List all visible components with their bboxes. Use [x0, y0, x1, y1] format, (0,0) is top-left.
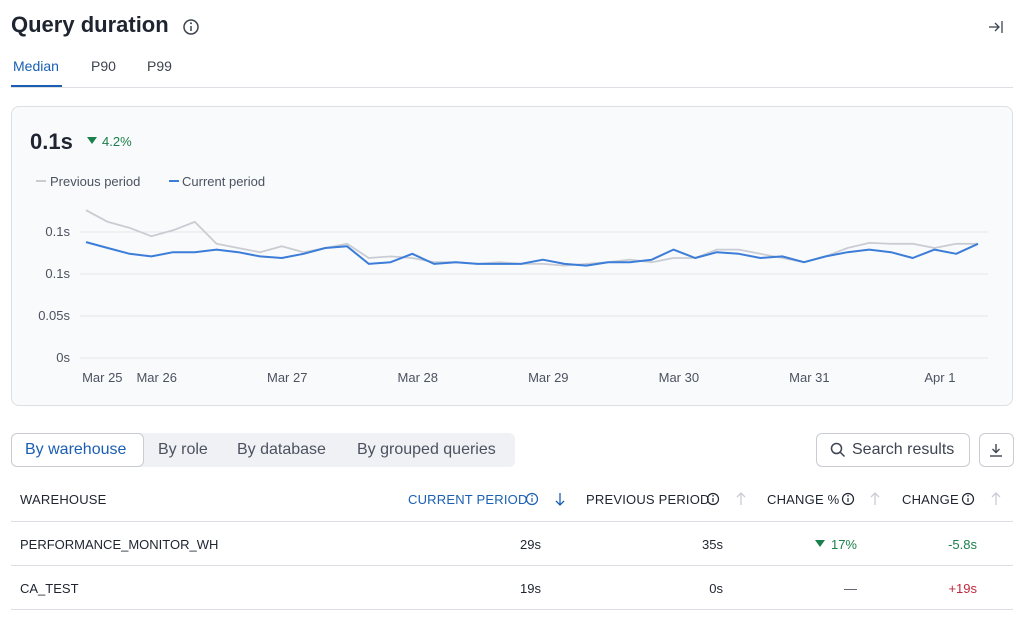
x-tick-label: Apr 1: [924, 370, 955, 385]
info-icon[interactable]: [182, 18, 200, 36]
x-tick-label: Mar 25: [82, 370, 122, 385]
tab[interactable]: Median: [13, 58, 59, 74]
row-divider: [11, 565, 1013, 566]
cell: —: [844, 581, 857, 596]
sort-icons: [961, 492, 1001, 506]
row-divider: [11, 609, 1013, 610]
tab-underline: [11, 85, 62, 87]
summary-value: 0.1s: [30, 129, 73, 154]
x-tick-label: Mar 30: [659, 370, 699, 385]
cell: PERFORMANCE_MONITOR_WH: [20, 537, 219, 552]
x-tick-label: Mar 28: [398, 370, 438, 385]
cell: CA_TEST: [20, 581, 79, 596]
y-tick-label: 0.1s: [45, 224, 70, 239]
x-tick-label: Mar 31: [789, 370, 829, 385]
y-tick-label: 0.05s: [38, 308, 70, 323]
chart: 0s 0.05s 0.1s 0.1s Mar 25 Mar 26 Mar 27 Mar 28 M…: [38, 209, 988, 385]
collapse-icon[interactable]: [986, 18, 1006, 36]
tab-divider: [11, 87, 1013, 88]
page-title: Query duration: [11, 12, 169, 37]
cell: 19s: [520, 581, 541, 596]
cell: 35s: [702, 537, 723, 552]
summary-change: 4.2%: [102, 134, 132, 149]
segment[interactable]: By role: [158, 441, 208, 458]
cell: -5.8s: [948, 537, 977, 552]
sort-icons: [525, 492, 565, 506]
legend-swatch: [169, 180, 179, 182]
segment-selected: [11, 433, 144, 467]
column-header[interactable]: CHANGE: [902, 492, 959, 507]
segment[interactable]: By database: [237, 441, 326, 458]
tab[interactable]: P90: [91, 58, 116, 74]
column-header[interactable]: WAREHOUSE: [20, 492, 107, 507]
series-line: [85, 209, 978, 267]
search-label: Search results: [852, 441, 955, 458]
segment[interactable]: By grouped queries: [357, 441, 496, 458]
row-divider: [11, 521, 1013, 522]
x-tick-label: Mar 26: [136, 370, 176, 385]
x-tick-label: Mar 27: [267, 370, 307, 385]
sort-icons: [706, 492, 746, 506]
download-icon: [990, 444, 1002, 457]
sort-icons: [841, 492, 880, 506]
cell: 0s: [709, 581, 723, 596]
column-header[interactable]: CURRENT PERIOD: [408, 492, 528, 507]
column-header[interactable]: CHANGE %: [767, 492, 840, 507]
legend-swatch: [36, 180, 46, 182]
x-tick-label: Mar 29: [528, 370, 568, 385]
legend-label: Current period: [182, 174, 266, 189]
y-tick-label: 0.1s: [45, 266, 70, 281]
column-header[interactable]: PREVIOUS PERIOD: [586, 492, 710, 507]
chart-card: [11, 106, 1013, 406]
search-button[interactable]: [816, 433, 970, 467]
series-line: [85, 241, 979, 267]
down-triangle: [815, 540, 825, 547]
cell: 17%: [830, 537, 857, 552]
down-triangle: [87, 137, 97, 144]
cell: 29s: [520, 537, 541, 552]
segment[interactable]: By warehouse: [25, 441, 127, 458]
cell: +19s: [948, 581, 977, 596]
tab[interactable]: P99: [147, 58, 172, 74]
y-tick-label: 0s: [56, 350, 70, 365]
legend-label: Previous period: [50, 174, 141, 189]
search-icon: [830, 442, 846, 458]
